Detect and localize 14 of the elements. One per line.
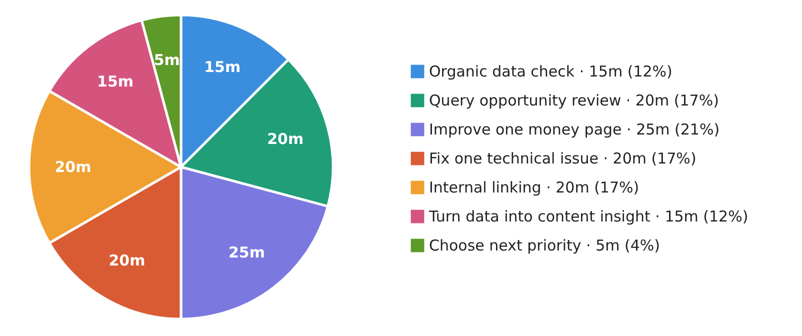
- data-label: 20m: [54, 158, 92, 176]
- legend-label: Turn data into content insight · 15m (12%): [428, 208, 748, 226]
- legend-label: Internal linking · 20m (17%): [429, 178, 640, 196]
- data-label: 5m: [154, 50, 180, 69]
- legend-label: Improve one money page · 25m (21%): [429, 120, 720, 138]
- legend-label: Organic data check · 15m (12%): [429, 62, 672, 80]
- data-label: 15m: [96, 72, 134, 90]
- legend-label: Choose next priority · 5m (4%): [429, 236, 660, 254]
- legend-label: Query opportunity review · 20m (17%): [429, 92, 719, 110]
- data-label: 25m: [228, 244, 266, 262]
- data-label: 20m: [108, 252, 146, 270]
- data-label: 20m: [267, 130, 304, 148]
- data-label: 15m: [204, 58, 241, 76]
- legend-label: Fix one technical issue · 20m (17%): [429, 150, 696, 168]
